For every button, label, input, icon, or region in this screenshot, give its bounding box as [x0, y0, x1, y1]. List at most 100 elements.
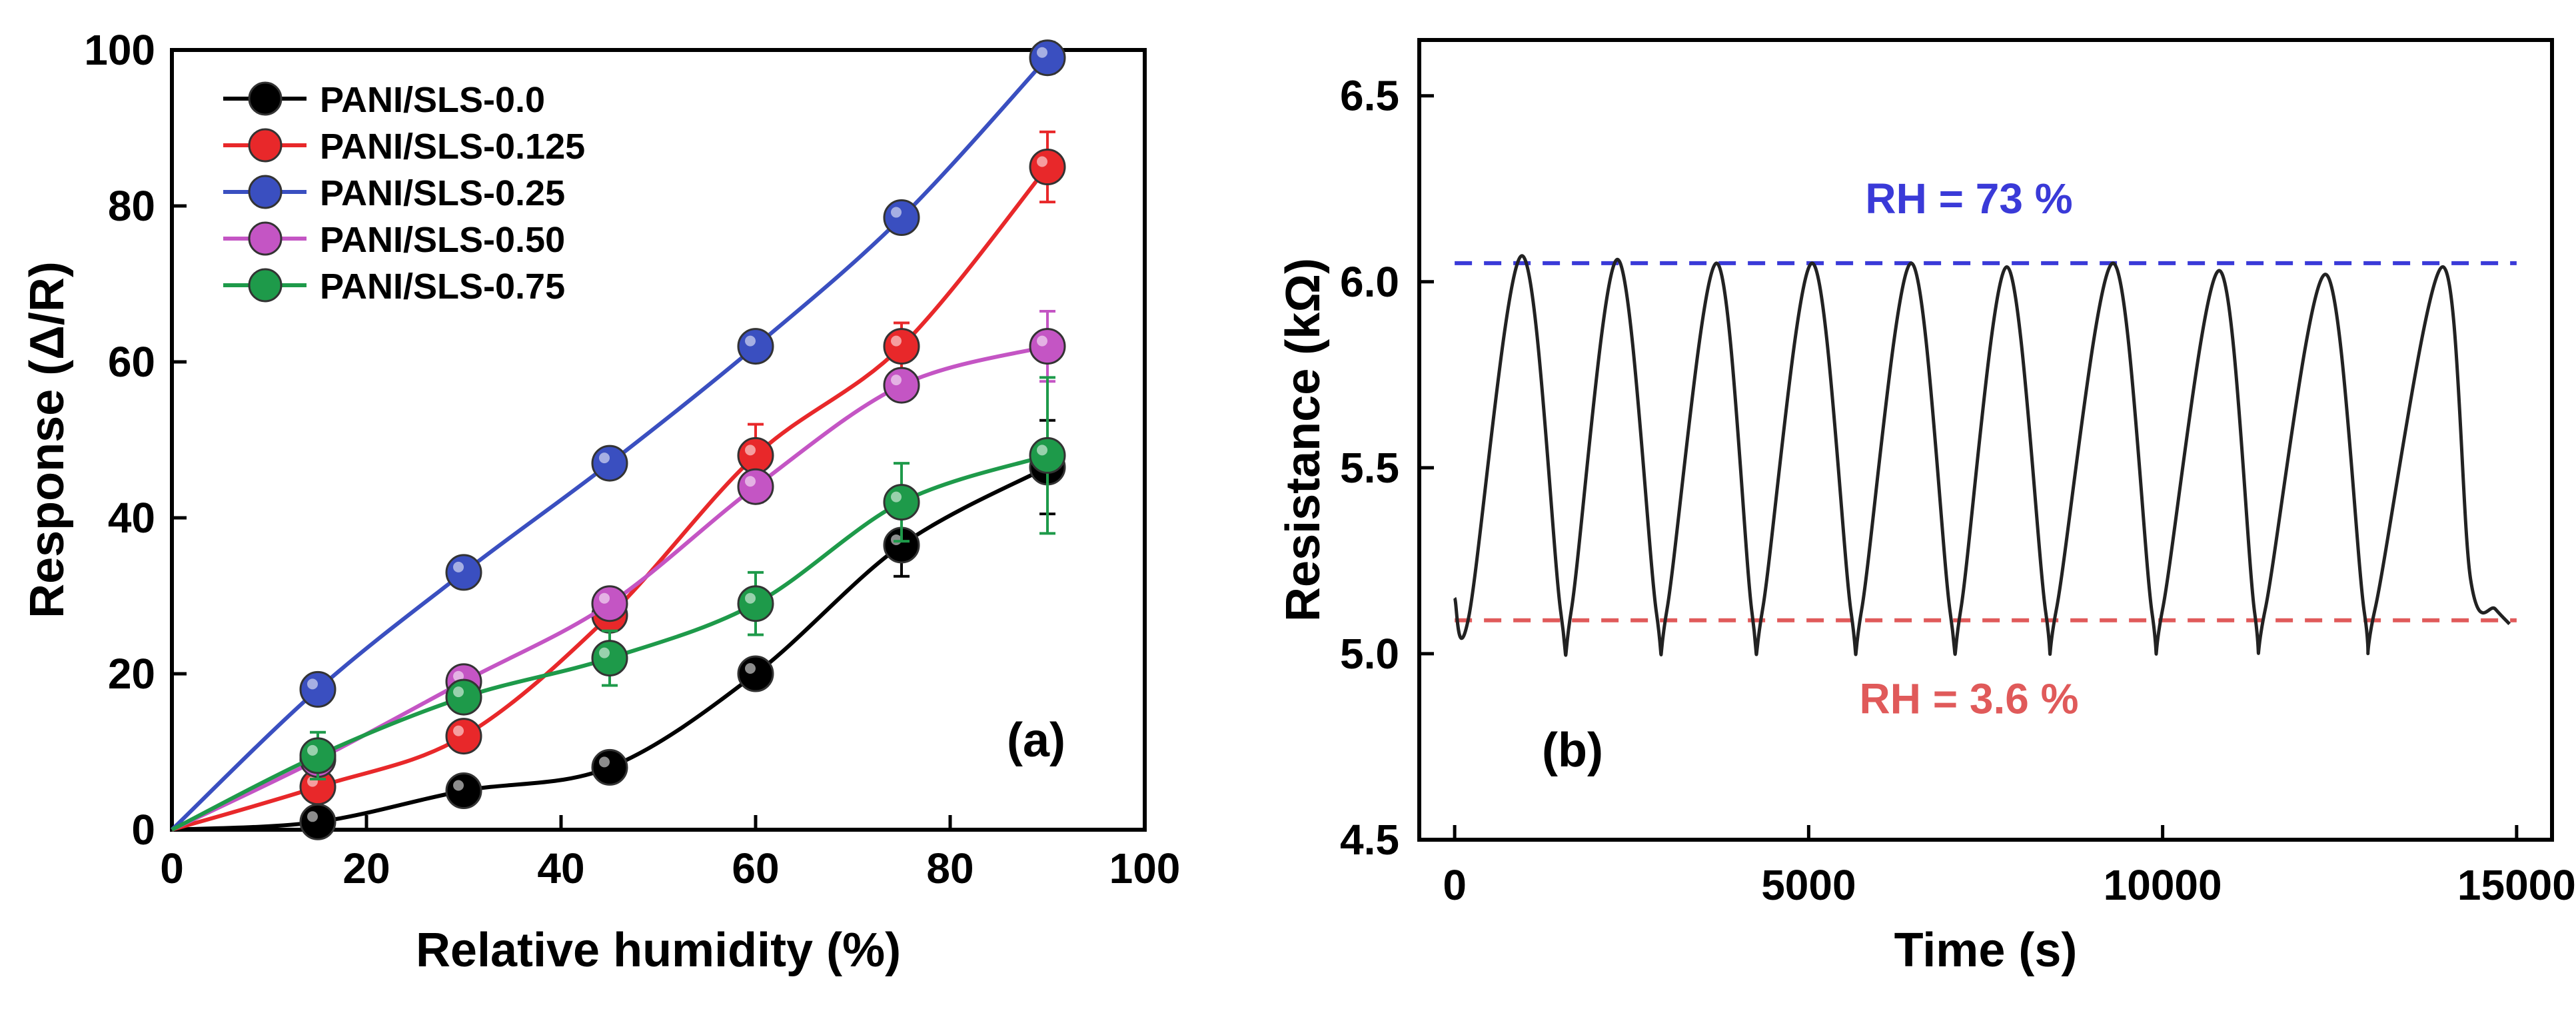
- data-point-highlight: [891, 335, 902, 347]
- data-point-highlight: [453, 686, 464, 698]
- data-point-highlight: [891, 491, 902, 503]
- y-tick-label: 40: [108, 494, 155, 542]
- legend-item: PANI/SLS-0.125: [223, 127, 585, 167]
- y-tick-label: 100: [84, 26, 155, 74]
- legend-marker: [248, 221, 283, 256]
- data-point: [883, 328, 920, 365]
- data-point: [445, 772, 482, 809]
- y-tick-label: 4.5: [1340, 816, 1399, 864]
- data-point-highlight: [745, 476, 756, 487]
- panel-b-resistance-chart: 0 5000 10000 15000 4.5 5.0 5.5 6.0 6.5 RH = 73 %…: [1277, 38, 2576, 977]
- data-point-highlight: [453, 780, 464, 791]
- panel-a-ticks: 0 20 40 60 80 100 0 20 40 60 80 100: [84, 26, 1180, 892]
- reference-label: RH = 3.6 %: [1859, 675, 2078, 723]
- panel-b-plot-frame: [1417, 38, 2554, 842]
- y-tick-label: 5.0: [1340, 630, 1399, 678]
- data-point: [1029, 437, 1066, 474]
- data-point: [591, 640, 628, 677]
- legend-marker: [248, 81, 283, 116]
- x-tick-label: 80: [926, 844, 973, 892]
- legend-item: PANI/SLS-0.50: [223, 220, 565, 260]
- data-point: [883, 484, 920, 521]
- x-tick-label: 0: [160, 844, 184, 892]
- y-tick-label: 6.5: [1340, 72, 1399, 120]
- panel-a-series: [170, 39, 1066, 840]
- x-tick-label: 10000: [2104, 861, 2222, 909]
- data-point-highlight: [307, 678, 318, 690]
- x-tick-label: 60: [732, 844, 779, 892]
- data-point-highlight: [891, 534, 902, 545]
- legend-label: PANI/SLS-0.50: [320, 220, 565, 260]
- data-point: [737, 328, 774, 365]
- series-PANI/SLS-0.75: [171, 376, 1066, 832]
- y-tick-label: 6.0: [1340, 258, 1399, 306]
- data-point: [1029, 39, 1066, 77]
- reference-label: RH = 73 %: [1865, 175, 2072, 223]
- panel-a-plot-frame: [170, 48, 1147, 832]
- panel-a-xlabel: Relative humidity (%): [416, 924, 901, 977]
- legend-marker: [248, 268, 283, 303]
- data-point: [737, 585, 774, 622]
- panel-a-label: (a): [1007, 714, 1065, 767]
- series-line-Resistance: [1453, 254, 2511, 657]
- panel-a-legend: PANI/SLS-0.0 PANI/SLS-0.125 PANI/SLS-0.25 P…: [223, 80, 585, 307]
- data-point: [591, 445, 628, 482]
- y-tick-label: 80: [108, 182, 155, 230]
- panel-b-ylabel: Resistance (kΩ): [1277, 258, 1330, 622]
- legend-item: PANI/SLS-0.25: [223, 173, 565, 213]
- x-tick-label: 5000: [1761, 861, 1856, 909]
- data-point-highlight: [891, 207, 902, 218]
- data-point-highlight: [307, 744, 318, 756]
- data-point-highlight: [599, 592, 610, 604]
- data-point-highlight: [1037, 445, 1047, 456]
- series-line: [170, 56, 1049, 832]
- legend-label: PANI/SLS-0.125: [320, 127, 585, 167]
- data-point-highlight: [745, 592, 756, 604]
- data-point-highlight: [745, 445, 756, 456]
- y-tick-label: 5.5: [1340, 444, 1399, 492]
- legend-label: PANI/SLS-0.0: [320, 80, 545, 120]
- panel-b-ticks: 0 5000 10000 15000 4.5 5.0 5.5 6.0 6.5: [1340, 72, 2576, 909]
- data-point-highlight: [453, 670, 464, 682]
- data-point-highlight: [599, 453, 610, 464]
- data-point-highlight: [453, 725, 464, 736]
- data-point-highlight: [307, 811, 318, 822]
- data-point: [591, 748, 628, 786]
- panel-b-xlabel: Time (s): [1894, 924, 2078, 977]
- data-point: [445, 718, 482, 755]
- legend-marker: [248, 128, 283, 163]
- x-tick-label: 0: [1443, 861, 1467, 909]
- y-tick-label: 20: [108, 650, 155, 698]
- data-point: [1029, 149, 1066, 185]
- data-point: [1029, 328, 1066, 365]
- data-point-highlight: [745, 335, 756, 347]
- data-point-highlight: [1037, 335, 1047, 347]
- data-point-highlight: [599, 756, 610, 768]
- series-PANI/SLS-0.125: [171, 130, 1066, 832]
- data-point-highlight: [1037, 47, 1047, 58]
- legend-label: PANI/SLS-0.75: [320, 267, 565, 307]
- data-point-highlight: [891, 375, 902, 386]
- data-point: [883, 199, 920, 237]
- data-point: [591, 585, 628, 622]
- data-point: [445, 554, 482, 591]
- x-tick-label: 40: [537, 844, 584, 892]
- series-PANI/SLS-0.25: [170, 39, 1066, 832]
- legend-item: PANI/SLS-0.75: [223, 267, 565, 307]
- x-tick-label: 15000: [2457, 861, 2576, 909]
- panel-a-ylabel: Response (Δ/R): [21, 261, 74, 618]
- data-point: [299, 803, 336, 840]
- data-point-highlight: [1037, 156, 1047, 167]
- data-point: [737, 468, 774, 505]
- data-point: [737, 655, 774, 692]
- legend-label: PANI/SLS-0.25: [320, 173, 565, 213]
- x-tick-label: 100: [1109, 844, 1181, 892]
- legend-item: PANI/SLS-0.0: [223, 80, 545, 120]
- data-point: [299, 737, 336, 774]
- panel-b-series: [1453, 254, 2511, 657]
- data-point-highlight: [745, 663, 756, 674]
- legend-marker: [248, 175, 283, 209]
- data-point-highlight: [453, 561, 464, 572]
